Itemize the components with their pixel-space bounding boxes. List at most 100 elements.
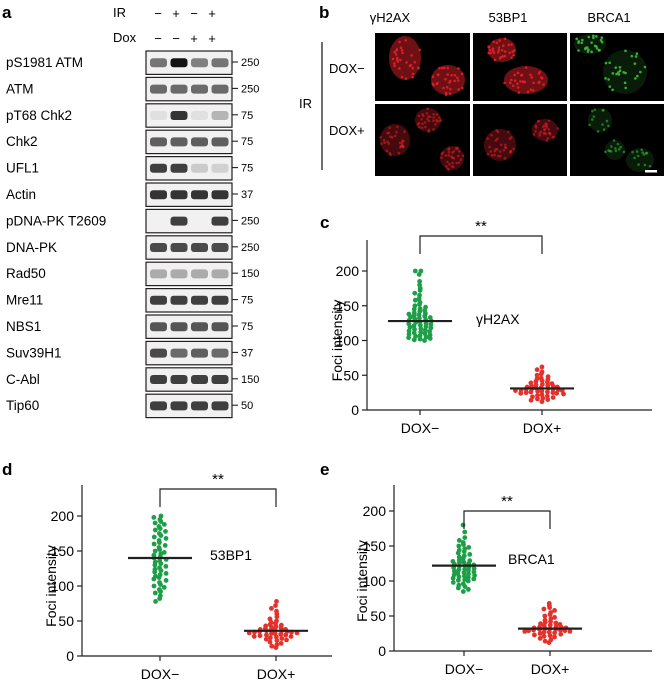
data-point-dox-minus [412, 290, 418, 296]
focus-dot [636, 74, 639, 78]
data-point-dox-minus [466, 568, 471, 573]
data-point-dox-plus [518, 390, 524, 396]
focus-dot [493, 149, 497, 153]
blot-band-lane-3 [191, 190, 208, 200]
focus-dot [395, 130, 398, 134]
focus-dot [397, 151, 401, 155]
marker-label: 75 [241, 110, 253, 122]
data-point-dox-plus [274, 638, 280, 643]
data-point-dox-minus [162, 543, 168, 548]
focus-dot [624, 71, 627, 75]
focus-dot [532, 133, 536, 136]
blot-band-lane-4 [211, 322, 229, 332]
focus-dot [545, 139, 549, 142]
data-point-dox-minus [412, 326, 417, 332]
data-point-dox-minus [418, 326, 424, 332]
data-point-dox-minus [412, 297, 418, 303]
focus-dot [400, 75, 404, 79]
data-point-dox-minus [157, 540, 162, 545]
focus-dot [605, 119, 609, 123]
blot-band-lane-3 [191, 243, 208, 252]
focus-dot [461, 154, 465, 158]
focus-dot [428, 115, 432, 119]
blot-band-lane-1 [150, 375, 167, 384]
focus-dot [486, 152, 490, 156]
blot-frame [145, 393, 233, 419]
data-point-dox-plus [545, 379, 550, 385]
focus-dot [442, 86, 445, 90]
focus-dot [487, 51, 490, 55]
data-point-dox-plus [278, 641, 284, 646]
focus-dot [502, 44, 505, 48]
focus-dot [551, 136, 555, 139]
series-annotation: BRCA1 [508, 551, 555, 567]
focus-dot [532, 81, 535, 85]
focus-dot [401, 145, 405, 148]
data-point-dox-plus [538, 371, 544, 377]
focus-dot [608, 85, 612, 88]
blot-row: Actin 37 [6, 182, 253, 207]
data-point-dox-minus [462, 573, 467, 579]
focus-dot [500, 49, 504, 52]
micrograph-brca1-row-2 [570, 104, 664, 176]
data-point-dox-minus [417, 301, 422, 307]
micrograph-background [570, 33, 664, 101]
blot-band-lane-4 [211, 243, 229, 252]
ir-sign-lane-3: − [190, 6, 198, 21]
blot-frame [145, 129, 233, 155]
focus-dot [440, 152, 444, 156]
data-point-dox-plus [257, 633, 263, 639]
blot-row-label: Tip60 [6, 398, 39, 413]
focus-dot [498, 39, 501, 42]
focus-dot [393, 51, 396, 54]
focus-dot [457, 88, 460, 91]
focus-dot [498, 154, 502, 158]
blot-band-lane-2 [170, 216, 188, 226]
dox-label: Dox [113, 30, 137, 45]
nucleus [504, 66, 548, 94]
focus-dot [450, 164, 454, 168]
focus-dot [591, 109, 594, 113]
focus-dot [497, 46, 501, 49]
micrograph-background [473, 33, 567, 101]
data-point-dox-plus [558, 631, 564, 637]
blot-row-label: pS1981 ATM [6, 55, 83, 70]
focus-dot [602, 128, 606, 131]
nucleus [588, 108, 612, 132]
ir-sign-lane-1: − [154, 6, 162, 21]
focus-dot [616, 71, 620, 74]
y-tick-label: 150 [336, 298, 360, 314]
focus-dot [601, 109, 605, 112]
data-point-dox-plus [283, 632, 289, 638]
focus-dot [610, 145, 613, 148]
data-point-dox-minus [456, 543, 462, 549]
blot-band-lane-2 [170, 58, 188, 68]
focus-dot [493, 153, 496, 157]
focus-dot [601, 123, 604, 126]
focus-dot [634, 55, 638, 58]
data-point-dox-minus [411, 337, 417, 343]
focus-dot [379, 135, 382, 139]
data-point-dox-plus [552, 608, 557, 613]
blot-frame [145, 261, 233, 287]
data-point-dox-minus [157, 547, 163, 552]
focus-dot [524, 66, 528, 69]
data-point-dox-plus [263, 636, 269, 642]
data-point-dox-plus [541, 633, 547, 639]
focus-dot [590, 50, 593, 54]
blot-band-lane-1 [150, 84, 167, 94]
focus-dot [492, 40, 495, 44]
focus-dot [399, 46, 403, 50]
data-point-dox-minus [450, 580, 456, 585]
blot-band-lane-1 [150, 163, 167, 173]
blot-frame [145, 340, 233, 366]
focus-dot [544, 132, 548, 136]
data-point-dox-minus [152, 548, 158, 554]
focus-dot [389, 135, 392, 138]
ir-group-label: IR [299, 96, 312, 111]
focus-dot [538, 132, 541, 135]
blot-band-lane-3 [191, 163, 208, 173]
focus-dot [496, 50, 500, 54]
focus-dot [420, 117, 423, 121]
